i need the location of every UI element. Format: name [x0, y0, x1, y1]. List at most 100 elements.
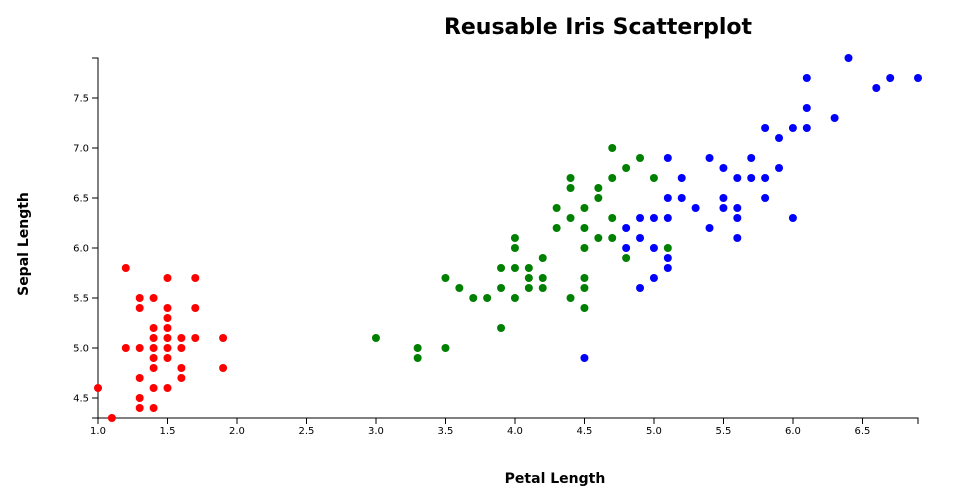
- data-point: [510, 244, 519, 252]
- y-tick-label: 7.5: [73, 94, 89, 105]
- x-tick-label: 1.5: [160, 426, 176, 437]
- data-point: [163, 354, 172, 362]
- data-point: [663, 264, 672, 272]
- data-point: [149, 344, 158, 352]
- x-tick-label: 2.0: [229, 426, 245, 437]
- data-point: [580, 354, 589, 362]
- data-point: [761, 174, 770, 182]
- y-tick-label: 6.0: [73, 244, 89, 255]
- data-point: [191, 334, 200, 342]
- data-point: [733, 174, 742, 182]
- data-point: [524, 284, 533, 292]
- data-point: [510, 234, 519, 242]
- data-point: [580, 204, 589, 212]
- data-points: [94, 54, 922, 422]
- data-point: [649, 274, 658, 282]
- data-point: [580, 304, 589, 312]
- data-point: [733, 204, 742, 212]
- data-point: [747, 174, 756, 182]
- data-point: [510, 264, 519, 272]
- data-point: [691, 204, 700, 212]
- data-point: [802, 74, 811, 82]
- x-tick-label: 4.0: [507, 426, 523, 437]
- data-point: [538, 284, 547, 292]
- data-point: [177, 334, 186, 342]
- data-point: [149, 354, 158, 362]
- data-point: [775, 134, 784, 142]
- data-point: [566, 294, 575, 302]
- data-point: [135, 344, 144, 352]
- data-point: [677, 194, 686, 202]
- data-point: [121, 264, 130, 272]
- y-tick-label: 5.0: [73, 344, 89, 355]
- x-tick-label: 1.0: [90, 426, 106, 437]
- data-point: [455, 284, 464, 292]
- data-point: [594, 184, 603, 192]
- data-point: [413, 344, 422, 352]
- data-point: [135, 374, 144, 382]
- data-point: [608, 144, 617, 152]
- x-tick-label: 6.5: [854, 426, 870, 437]
- data-point: [775, 164, 784, 172]
- data-point: [608, 214, 617, 222]
- y-tick-label: 5.5: [73, 294, 89, 305]
- data-point: [677, 174, 686, 182]
- data-point: [802, 124, 811, 132]
- data-point: [719, 194, 728, 202]
- data-point: [524, 264, 533, 272]
- x-axis-label: Petal Length: [505, 471, 606, 487]
- x-tick-label: 5.5: [715, 426, 731, 437]
- x-axis: 1.0 1.5 2.0 2.5 3.0 3.5 4.0 4.5 5.0 5.5 6.0 6.5: [90, 417, 919, 437]
- data-point: [510, 294, 519, 302]
- data-point: [636, 284, 645, 292]
- y-tick-label: 4.5: [73, 394, 89, 405]
- data-point: [135, 394, 144, 402]
- data-point: [649, 244, 658, 252]
- data-point: [594, 194, 603, 202]
- x-tick-label: 2.5: [299, 426, 315, 437]
- data-point: [538, 274, 547, 282]
- data-point: [886, 74, 895, 82]
- data-point: [663, 214, 672, 222]
- data-point: [622, 254, 631, 262]
- data-point: [219, 334, 228, 342]
- data-point: [163, 334, 172, 342]
- data-point: [663, 254, 672, 262]
- data-point: [747, 154, 756, 162]
- data-point: [191, 274, 200, 282]
- data-point: [483, 294, 492, 302]
- data-point: [149, 294, 158, 302]
- data-point: [163, 344, 172, 352]
- data-point: [524, 274, 533, 282]
- data-point: [163, 314, 172, 322]
- data-point: [497, 324, 506, 332]
- data-point: [177, 374, 186, 382]
- data-point: [663, 194, 672, 202]
- data-point: [705, 154, 714, 162]
- data-point: [413, 354, 422, 362]
- data-point: [566, 184, 575, 192]
- x-tick-label: 3.0: [368, 426, 384, 437]
- data-point: [622, 164, 631, 172]
- y-tick-label: 7.0: [73, 144, 89, 155]
- data-point: [149, 404, 158, 412]
- data-point: [663, 244, 672, 252]
- data-point: [441, 274, 450, 282]
- data-point: [538, 254, 547, 262]
- data-point: [163, 274, 172, 282]
- data-point: [580, 244, 589, 252]
- data-point: [636, 154, 645, 162]
- data-point: [149, 384, 158, 392]
- data-point: [663, 154, 672, 162]
- data-point: [107, 414, 116, 422]
- data-point: [219, 364, 228, 372]
- data-point: [497, 284, 506, 292]
- data-point: [149, 334, 158, 342]
- data-point: [830, 114, 839, 122]
- data-point: [608, 234, 617, 242]
- data-point: [622, 224, 631, 232]
- data-point: [177, 364, 186, 372]
- data-point: [149, 324, 158, 332]
- data-point: [580, 284, 589, 292]
- data-point: [802, 104, 811, 112]
